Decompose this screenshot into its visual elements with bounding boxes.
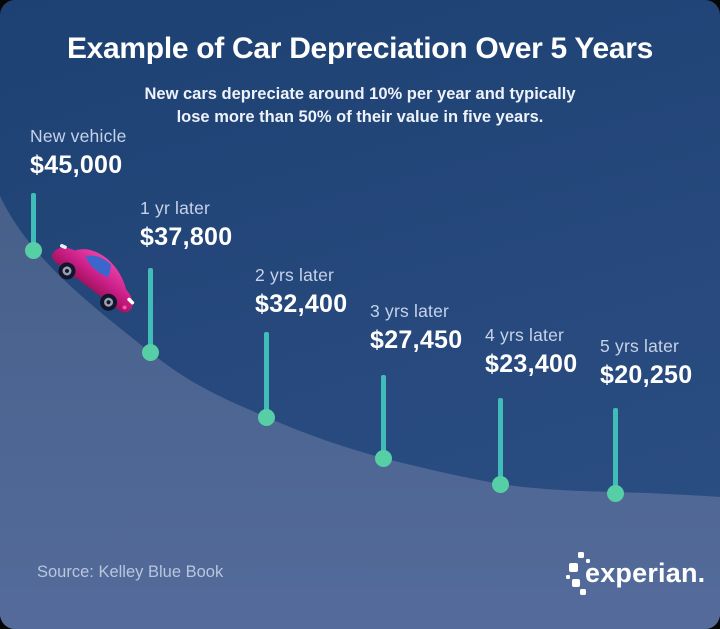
data-point-1: 1 yr later $37,800 bbox=[140, 198, 232, 252]
data-point-label: 2 yrs later bbox=[255, 265, 335, 285]
data-point-label: 4 yrs later bbox=[485, 325, 565, 345]
data-point-value: $20,250 bbox=[600, 361, 693, 389]
data-point-marker bbox=[607, 485, 624, 502]
source-attribution: Source: Kelley Blue Book bbox=[37, 563, 224, 581]
data-point-stem bbox=[381, 375, 386, 458]
data-point-stem bbox=[148, 268, 153, 352]
subtitle-line-2: lose more than 50% of their value in fiv… bbox=[176, 108, 544, 126]
data-point-marker bbox=[258, 409, 275, 426]
data-point-value: $32,400 bbox=[255, 290, 348, 318]
data-point-marker bbox=[25, 242, 42, 259]
data-point-value: $23,400 bbox=[485, 350, 578, 378]
brand-wordmark: experian. bbox=[585, 558, 706, 588]
data-point-marker bbox=[375, 450, 392, 467]
data-point-label: 5 yrs later bbox=[600, 336, 680, 356]
data-point-stem bbox=[498, 398, 503, 484]
data-point-stem bbox=[264, 332, 269, 417]
data-point-label: 1 yr later bbox=[140, 198, 211, 218]
data-point-value: $45,000 bbox=[30, 151, 123, 179]
data-point-stem bbox=[613, 408, 618, 493]
data-point-0: New vehicle $45,000 bbox=[30, 126, 127, 180]
data-point-3: 3 yrs later $27,450 bbox=[370, 301, 462, 355]
brand-logo: experian. bbox=[564, 546, 720, 604]
data-point-2: 2 yrs later $32,400 bbox=[255, 265, 347, 319]
car-icon bbox=[52, 244, 135, 313]
experian-blocks-icon bbox=[566, 552, 590, 595]
data-point-4: 4 yrs later $23,400 bbox=[485, 325, 577, 379]
data-point-value: $27,450 bbox=[370, 326, 463, 354]
page-subtitle: New cars depreciate around 10% per year … bbox=[0, 83, 720, 129]
page-title: Example of Car Depreciation Over 5 Years bbox=[66, 32, 654, 65]
data-point-stem bbox=[31, 193, 36, 250]
data-point-marker bbox=[492, 476, 509, 493]
data-point-label: New vehicle bbox=[30, 126, 127, 146]
subtitle-line-1: New cars depreciate around 10% per year … bbox=[144, 85, 576, 103]
data-point-5: 5 yrs later $20,250 bbox=[600, 336, 692, 390]
data-point-marker bbox=[142, 344, 159, 361]
data-point-value: $37,800 bbox=[140, 223, 233, 251]
data-point-label: 3 yrs later bbox=[370, 301, 450, 321]
